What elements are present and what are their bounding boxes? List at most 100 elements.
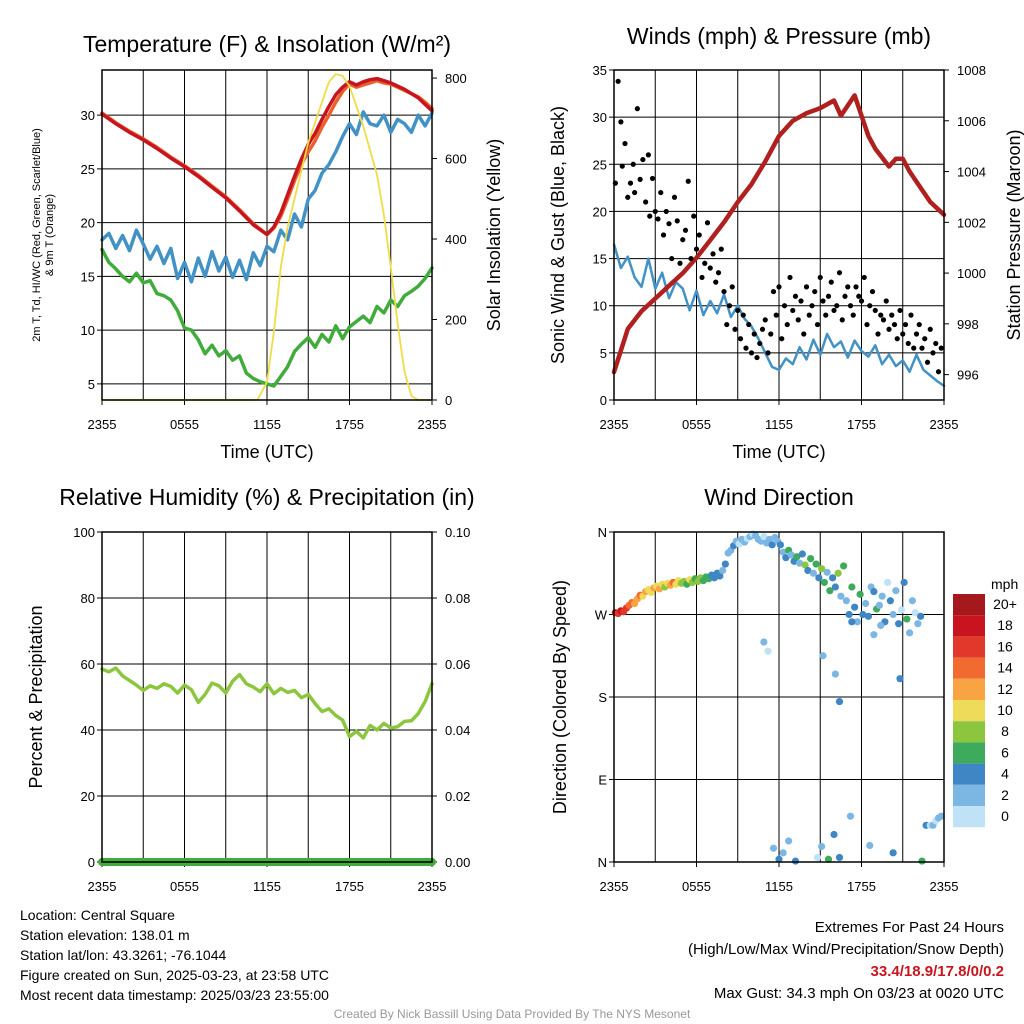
- gust-point: [718, 246, 724, 252]
- gust-point: [872, 307, 878, 314]
- gust-point: [922, 336, 928, 342]
- gust-point: [693, 246, 700, 252]
- gust-point: [677, 260, 683, 266]
- gust-point: [853, 284, 859, 290]
- y2-tick-label: 0.10: [445, 525, 470, 540]
- y-tick-label: W: [595, 608, 608, 623]
- x-axis-title: Time (UTC): [220, 442, 313, 462]
- gust-point: [878, 312, 884, 318]
- x-tick-label: 2355: [600, 417, 629, 432]
- gust-point: [776, 284, 782, 290]
- y2-tick-label: 1006: [957, 114, 986, 129]
- gust-point: [828, 279, 834, 285]
- gust-point: [666, 221, 672, 227]
- panel-title: Wind Direction: [704, 484, 854, 510]
- gust-point: [710, 251, 716, 257]
- direction-point: [769, 844, 778, 852]
- direction-point: [900, 578, 908, 587]
- credit-line: Created By Nick Bassill Using Data Provi…: [333, 1007, 691, 1021]
- direction-point: [779, 548, 787, 556]
- station-location: Location: Central Square: [20, 907, 175, 923]
- plot-border: [613, 531, 945, 863]
- direction-point: [835, 697, 844, 706]
- gust-point: [625, 194, 631, 200]
- direction-point: [845, 610, 853, 619]
- y2-axis-ticks: 0 200 400 600 800: [432, 71, 467, 408]
- colorbar-label: 2: [1001, 787, 1009, 803]
- gust-point: [762, 317, 768, 323]
- gust-point: [790, 307, 796, 314]
- direction-point: [851, 603, 859, 611]
- direction-point: [906, 629, 914, 637]
- direction-point: [719, 566, 727, 575]
- gust-point: [765, 350, 771, 356]
- gust-point: [803, 284, 810, 290]
- gust-point: [721, 288, 727, 295]
- y-axis-title: Sonic Wind & Gust (Blue, Black): [548, 106, 568, 364]
- gust-point: [858, 298, 865, 304]
- gust-point: [724, 321, 730, 328]
- colorbar-swatch: [953, 806, 985, 828]
- gust-point: [894, 336, 900, 342]
- gust-point: [795, 317, 801, 323]
- gust-point: [658, 189, 664, 196]
- colorbar-label: 6: [1001, 744, 1009, 760]
- x-tick-label: 1155: [765, 879, 793, 894]
- y2-tick-label: 0.00: [445, 855, 470, 870]
- colorbar-swatch: [953, 700, 985, 722]
- gust-point: [751, 331, 757, 337]
- x-tick-label: 1155: [253, 417, 281, 432]
- colorbar-label: 8: [1001, 723, 1009, 739]
- latest-timestamp: Most recent data timestamp: 2025/03/23 2…: [20, 987, 329, 1003]
- gust-point: [861, 274, 867, 281]
- gust-point: [809, 303, 815, 309]
- gust-point: [787, 274, 793, 281]
- direction-point: [853, 618, 861, 626]
- direction-point: [815, 574, 823, 582]
- y-tick-label: S: [598, 690, 607, 705]
- direction-point: [870, 631, 878, 639]
- gust-points: [612, 78, 944, 375]
- direction-point: [840, 562, 848, 570]
- gust-point: [643, 199, 649, 205]
- colorbar-swatch: [953, 615, 985, 637]
- figure-created: Figure created on Sun, 2025-03-23, at 23…: [20, 967, 329, 983]
- gust-point: [784, 321, 790, 328]
- panel-title: Relative Humidity (%) & Precipitation (i…: [59, 484, 474, 510]
- plot-border: [101, 69, 433, 401]
- direction-point: [768, 541, 776, 549]
- direction-point: [911, 609, 919, 617]
- y-tick-label: 60: [81, 657, 95, 672]
- direction-point: [892, 587, 900, 595]
- y-tick-label: N: [598, 855, 607, 870]
- gust-point: [891, 321, 898, 328]
- gust-point: [704, 220, 711, 226]
- direction-point: [809, 569, 817, 577]
- direction-point: [834, 569, 842, 577]
- gust-point: [938, 345, 944, 351]
- x-tick-label: 2355: [930, 417, 959, 432]
- direction-point: [866, 841, 874, 850]
- colorbar-swatch: [953, 657, 985, 679]
- colorbar-swatch: [953, 721, 985, 743]
- humidity-line: [100, 666, 434, 740]
- gust-point: [902, 321, 909, 328]
- y-axis-title: Percent & Precipitation: [26, 605, 46, 788]
- colorbar-label: 14: [997, 660, 1013, 676]
- x-tick-label: 1155: [253, 879, 281, 894]
- direction-point: [878, 592, 886, 600]
- direction-point: [903, 615, 911, 623]
- direction-point: [875, 601, 883, 609]
- y-tick-label: 15: [81, 269, 95, 284]
- y-axis-ticks: 5 10 15 20 25 30: [81, 108, 102, 392]
- direction-point: [835, 853, 844, 862]
- colorbar-swatch: [953, 742, 985, 764]
- y2-tick-label: 1008: [957, 63, 986, 78]
- gust-point: [847, 303, 854, 309]
- humidity-precip-panel: 2355 0555 1155 1755 2355 0 20 40 60 80 100 0.00 0.02…: [26, 484, 475, 894]
- y-tick-label: 5: [88, 377, 95, 392]
- gust-point: [702, 260, 708, 266]
- gust-point: [627, 180, 634, 186]
- y2-axis-title: Station Pressure (Maroon): [1004, 129, 1024, 340]
